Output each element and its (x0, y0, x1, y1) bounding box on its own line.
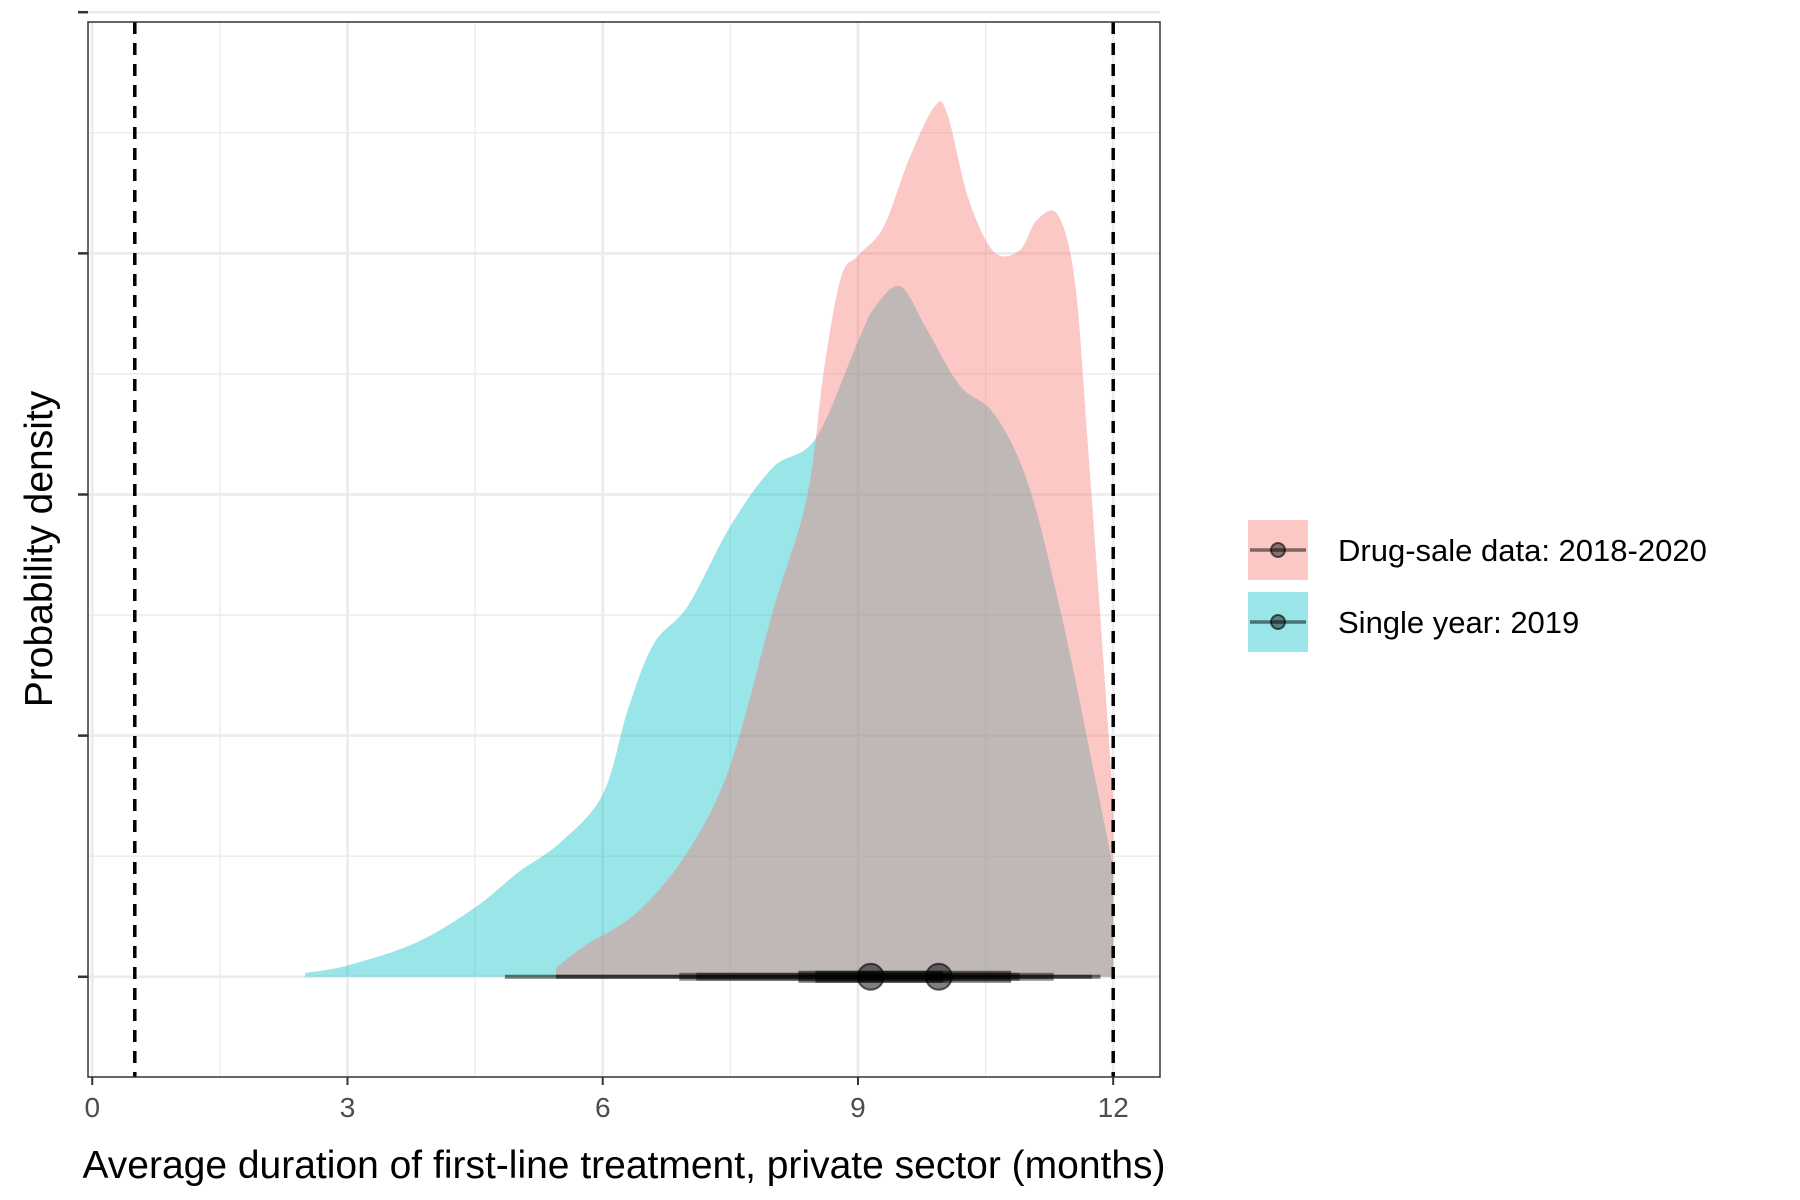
x-tick-label: 6 (595, 1092, 611, 1123)
legend: Drug-sale data: 2018-2020 Single year: 20… (1248, 520, 1707, 652)
x-tick-label: 3 (340, 1092, 356, 1123)
panel-border (87, 21, 1161, 1078)
density-area-single-year-2019 (304, 285, 1114, 977)
reference-lines (133, 22, 1115, 1077)
point-estimate-single-year-2019 (856, 962, 885, 991)
x-tick-label: 12 (1098, 1092, 1129, 1123)
density-area-drug-sale-data-2018-2020 (555, 101, 1114, 977)
legend-label: Single year: 2019 (1338, 605, 1579, 640)
legend-item-single-year-2019: Single year: 2019 (1248, 592, 1579, 652)
x-tick-label: 9 (850, 1092, 866, 1123)
x-tick-label: 0 (84, 1092, 100, 1123)
y-axis (78, 10, 88, 979)
density-series (304, 101, 1114, 977)
point-intervals (504, 962, 1101, 991)
y-axis-title: Probability density (18, 390, 61, 707)
legend-item-drug-sale-data-2018-2020: Drug-sale data: 2018-2020 (1248, 520, 1707, 580)
legend-label: Drug-sale data: 2018-2020 (1338, 533, 1707, 568)
x-axis-title: Average duration of first-line treatment… (82, 1144, 1165, 1187)
x-axis: 0 3 6 9 12 (84, 1077, 1129, 1123)
legend-point-glyph (1270, 614, 1286, 630)
point-estimate-drug-sale-data-2018-2020 (924, 962, 953, 991)
grid-minor (88, 22, 1160, 1077)
legend-point-glyph (1270, 542, 1286, 558)
